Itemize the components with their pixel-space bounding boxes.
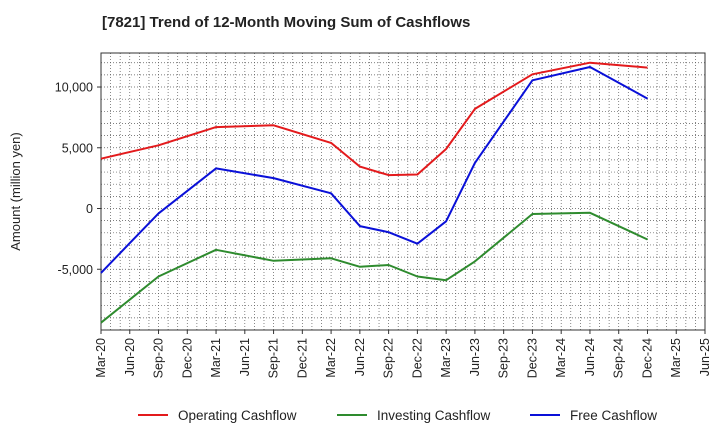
x-tick-label: Jun-23	[468, 338, 482, 376]
x-tick-label: Dec-23	[525, 338, 539, 378]
x-tick-label: Jun-20	[123, 338, 137, 376]
y-axis-label: Amount (million yen)	[8, 132, 23, 251]
legend-label: Free Cashflow	[570, 408, 657, 423]
series-line	[100, 66, 648, 274]
x-tick-label: Mar-22	[324, 338, 338, 378]
x-tick-label: Sep-22	[382, 338, 396, 378]
y-tick-label: 0	[86, 202, 93, 216]
x-tick-label: Jun-24	[583, 338, 597, 376]
x-tick-label: Sep-24	[612, 338, 626, 378]
y-tick-label: 10,000	[55, 81, 93, 95]
chart-title: [7821] Trend of 12-Month Moving Sum of C…	[102, 14, 471, 31]
x-tick-label: Mar-23	[439, 338, 453, 378]
series-line	[100, 61, 648, 177]
plot-frame	[100, 52, 706, 331]
x-tick-label: Jun-22	[353, 338, 367, 376]
x-tick-label: Jun-21	[238, 338, 252, 376]
x-tick-label: Dec-24	[640, 338, 654, 378]
x-tick-label: Mar-25	[669, 338, 683, 378]
x-tick-label: Mar-21	[209, 338, 223, 378]
x-tick-label: Sep-21	[267, 338, 281, 378]
x-tick-label: Dec-22	[410, 338, 424, 378]
x-tick-label: Dec-20	[180, 338, 194, 378]
y-tick-label: -5,000	[58, 263, 93, 277]
legend-label: Operating Cashflow	[178, 408, 297, 423]
x-tick-label: Dec-21	[295, 338, 309, 378]
x-tick-label: Mar-20	[94, 338, 108, 378]
x-tick-label: Jun-25	[698, 338, 712, 376]
y-tick-label: 5,000	[62, 141, 93, 155]
plot-area	[101, 53, 705, 330]
series-line	[100, 211, 648, 324]
legend-label: Investing Cashflow	[377, 408, 491, 423]
x-tick-label: Mar-24	[554, 338, 568, 378]
x-tick-label: Sep-23	[497, 338, 511, 378]
x-tick-label: Sep-20	[152, 338, 166, 378]
